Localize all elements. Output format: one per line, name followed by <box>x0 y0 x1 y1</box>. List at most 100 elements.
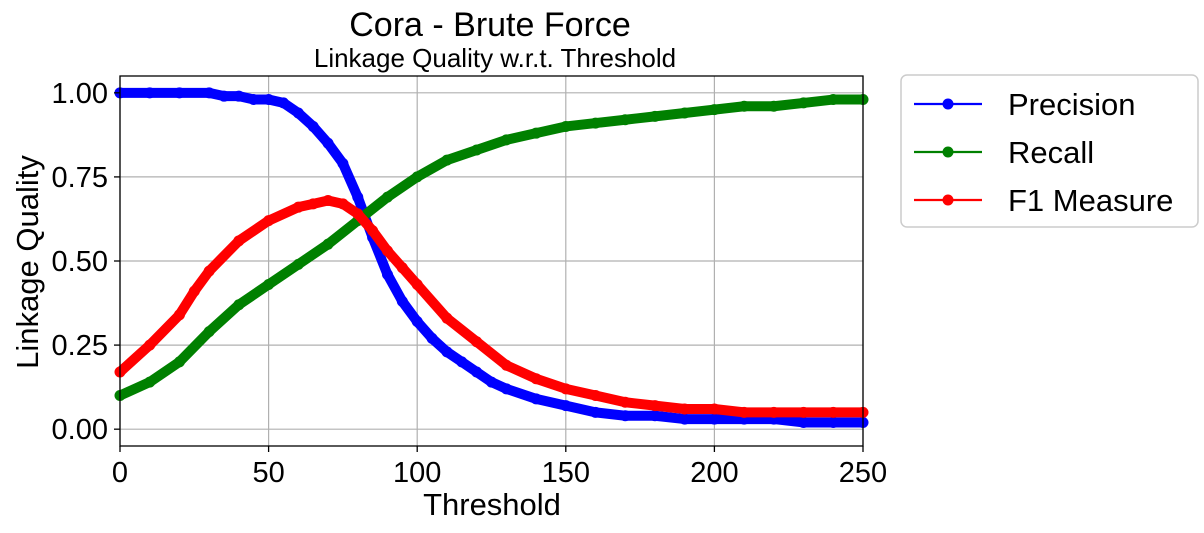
data-point <box>188 285 200 297</box>
data-point <box>441 346 453 358</box>
data-point <box>619 410 631 422</box>
data-point <box>500 383 512 395</box>
series-recall <box>114 94 869 402</box>
data-point <box>649 400 661 412</box>
data-point <box>173 356 185 368</box>
data-point <box>649 110 661 122</box>
data-point <box>471 366 483 378</box>
data-point <box>381 245 393 257</box>
data-point <box>798 406 810 418</box>
data-point <box>738 100 750 112</box>
data-point <box>530 393 542 405</box>
data-point <box>322 238 334 250</box>
data-point <box>441 312 453 324</box>
data-point <box>471 336 483 348</box>
data-point <box>456 356 468 368</box>
legend: Precision Recall F1 Measure <box>900 74 1199 228</box>
data-point <box>768 100 780 112</box>
data-point <box>337 198 349 210</box>
data-point <box>396 295 408 307</box>
data-point <box>768 406 780 418</box>
data-point <box>500 134 512 146</box>
series-f1-measure <box>114 194 869 418</box>
data-point <box>708 104 720 116</box>
data-point <box>500 359 512 371</box>
data-point <box>292 258 304 270</box>
data-point <box>798 416 810 428</box>
data-point <box>337 157 349 169</box>
y-axis-label: Linkage Quality <box>10 155 45 369</box>
data-point <box>381 191 393 203</box>
legend-frame <box>900 74 1199 228</box>
data-point <box>277 97 289 109</box>
data-point <box>263 215 275 227</box>
data-point <box>411 316 423 328</box>
data-point <box>590 117 602 129</box>
y-tick-label: 0.50 <box>52 246 108 278</box>
data-point <box>248 94 260 106</box>
data-point <box>322 194 334 206</box>
legend-entries: Precision Recall F1 Measure <box>914 87 1173 218</box>
data-point <box>619 396 631 408</box>
data-point <box>590 390 602 402</box>
data-point <box>827 94 839 106</box>
data-point <box>144 376 156 388</box>
data-point <box>233 235 245 247</box>
data-point <box>367 225 379 237</box>
data-point <box>263 279 275 291</box>
data-point <box>679 107 691 119</box>
legend-label: Recall <box>1008 135 1094 170</box>
series-precision <box>114 87 869 428</box>
x-tick-label: 100 <box>393 457 441 489</box>
chart-title: Cora - Brute Force <box>349 6 631 44</box>
data-point <box>233 90 245 102</box>
data-point <box>203 87 215 99</box>
data-point <box>679 413 691 425</box>
x-tick-label: 50 <box>252 457 284 489</box>
data-point <box>560 400 572 412</box>
data-point <box>411 171 423 183</box>
data-point <box>173 309 185 321</box>
data-point <box>738 406 750 418</box>
legend-swatch-marker <box>942 98 954 110</box>
data-point <box>263 94 275 106</box>
data-point <box>173 87 185 99</box>
data-point <box>144 339 156 351</box>
x-tick-label: 200 <box>690 457 738 489</box>
y-tick-label: 1.00 <box>52 78 108 110</box>
data-point <box>322 137 334 149</box>
data-point <box>441 154 453 166</box>
y-tick-label: 0.00 <box>52 414 108 446</box>
x-axis-label: Threshold <box>423 487 561 522</box>
data-point <box>708 413 720 425</box>
data-point <box>352 191 364 203</box>
data-point <box>426 332 438 344</box>
data-point <box>530 127 542 139</box>
data-point <box>218 90 230 102</box>
data-point <box>144 87 156 99</box>
data-point <box>307 198 319 210</box>
legend-label: Precision <box>1008 87 1136 122</box>
series-layer <box>114 87 869 428</box>
data-point <box>619 114 631 126</box>
x-tick-label: 0 <box>112 457 128 489</box>
legend-swatch-marker <box>942 194 954 206</box>
data-point <box>530 373 542 385</box>
data-point <box>352 208 364 220</box>
chart-subtitle: Linkage Quality w.r.t. Threshold <box>314 43 676 73</box>
data-point <box>292 201 304 213</box>
y-tick-label: 0.75 <box>52 162 108 194</box>
data-point <box>292 107 304 119</box>
data-point <box>486 376 497 388</box>
data-point <box>307 120 319 132</box>
data-point <box>827 416 839 428</box>
data-point <box>233 299 245 311</box>
data-point <box>560 383 572 395</box>
data-point <box>396 262 408 274</box>
data-point <box>708 403 720 415</box>
legend-label: F1 Measure <box>1008 183 1173 218</box>
legend-swatch-marker <box>942 146 954 158</box>
data-point <box>381 268 393 280</box>
data-point <box>649 410 661 422</box>
